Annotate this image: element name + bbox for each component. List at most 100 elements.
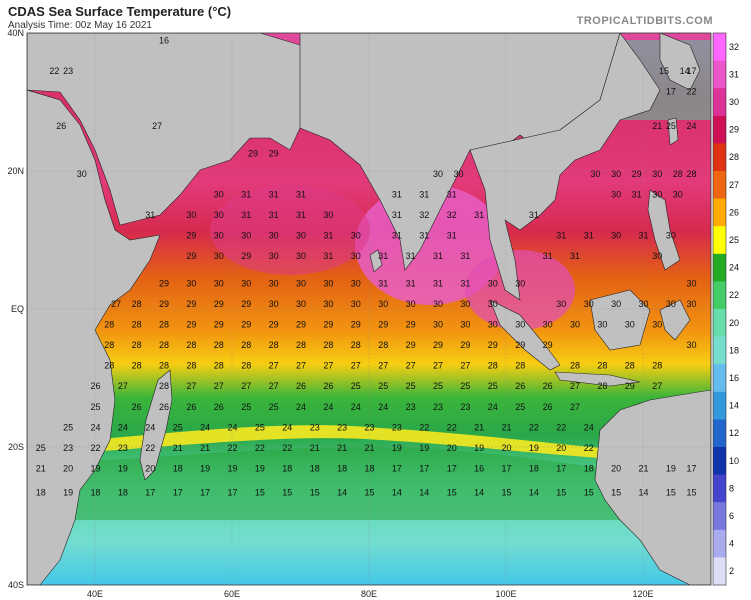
sst-value-label: 29 (186, 320, 196, 330)
sst-value-label: 30 (652, 169, 662, 179)
sst-value-label: 31 (269, 210, 279, 220)
sst-value-label: 30 (296, 299, 306, 309)
sst-value-label: 29 (515, 340, 525, 350)
sst-value-label: 19 (255, 463, 265, 473)
sst-value-label: 30 (351, 278, 361, 288)
sst-value-label: 30 (454, 169, 464, 179)
sst-value-label: 15 (310, 487, 320, 497)
sst-value-label: 18 (529, 463, 539, 473)
sst-value-label: 17 (173, 487, 183, 497)
sst-value-label: 30 (597, 320, 607, 330)
sst-value-label: 19 (666, 463, 676, 473)
sst-value-label: 30 (323, 210, 333, 220)
sst-value-label: 14 (474, 487, 484, 497)
sst-value-label: 30 (269, 299, 279, 309)
sst-value-label: 24 (282, 422, 292, 432)
sst-value-label: 14 (419, 487, 429, 497)
sst-value-label: 24 (200, 422, 210, 432)
sst-value-label: 23 (63, 66, 73, 76)
sst-value-label: 31 (638, 231, 648, 241)
sst-value-label: 22 (90, 443, 100, 453)
sst-value-label: 30 (556, 299, 566, 309)
sst-value-label: 30 (378, 299, 388, 309)
sst-value-label: 28 (597, 381, 607, 391)
lon-tick-labels: 40E 60E 80E 100E 120E (87, 589, 654, 599)
sst-value-label: 30 (351, 299, 361, 309)
sst-value-label: 30 (433, 169, 443, 179)
sst-value-label: 30 (269, 251, 279, 261)
sst-value-label: 30 (515, 320, 525, 330)
sst-value-label: 17 (666, 87, 676, 97)
sst-value-label: 28 (673, 169, 683, 179)
sst-value-label: 20 (501, 443, 511, 453)
sst-value-label: 30 (214, 189, 224, 199)
sst-value-label: 30 (611, 231, 621, 241)
sst-value-label: 30 (460, 299, 470, 309)
colorbar-swatch (713, 253, 726, 282)
sst-value-label: 27 (111, 299, 121, 309)
sst-value-label: 20 (447, 443, 457, 453)
sst-value-label: 30 (515, 278, 525, 288)
sst-value-label: 15 (255, 487, 265, 497)
sst-value-label: 28 (625, 361, 635, 371)
sst-value-label: 29 (159, 299, 169, 309)
sst-value-label: 26 (90, 381, 100, 391)
sst-value-label: 30 (686, 278, 696, 288)
sst-value-label: 17 (501, 463, 511, 473)
warm-pool-arabian-sea (210, 185, 370, 275)
colorbar-swatch (713, 502, 726, 531)
sst-value-label: 28 (159, 381, 169, 391)
sst-value-label: 27 (152, 121, 162, 131)
sst-value-label: 29 (488, 340, 498, 350)
sst-value-label: 30 (638, 299, 648, 309)
sst-value-label: 32 (419, 210, 429, 220)
sst-value-label: 31 (392, 210, 402, 220)
sst-value-label: 21 (200, 443, 210, 453)
sst-value-label: 29 (460, 340, 470, 350)
sst-value-label: 15 (584, 487, 594, 497)
sst-value-label: 30 (214, 251, 224, 261)
sst-value-label: 15 (556, 487, 566, 497)
sst-value-label: 18 (282, 463, 292, 473)
sst-value-label: 27 (214, 381, 224, 391)
sst-value-label: 31 (296, 210, 306, 220)
sst-value-label: 30 (543, 320, 553, 330)
landmass-indochina (469, 33, 661, 301)
sst-value-label: 27 (378, 361, 388, 371)
sst-value-label: 22 (419, 422, 429, 432)
sst-value-label: 29 (406, 340, 416, 350)
sst-value-label: 30 (296, 251, 306, 261)
sst-value-label: 30 (296, 278, 306, 288)
sst-value-label: 21 (36, 463, 46, 473)
sst-value-label: 22 (145, 443, 155, 453)
sst-value-label: 27 (241, 381, 251, 391)
sst-value-label: 30 (488, 299, 498, 309)
sst-value-label: 19 (200, 463, 210, 473)
sst-value-label: 28 (296, 340, 306, 350)
sst-value-label: 31 (406, 251, 416, 261)
sst-value-label: 21 (638, 463, 648, 473)
sst-value-label: 15 (501, 487, 511, 497)
sst-value-label: 19 (63, 487, 73, 497)
sst-value-label: 15 (611, 487, 621, 497)
colorbar-swatch (713, 419, 726, 448)
sst-value-label: 24 (145, 422, 155, 432)
sst-value-label: 22 (255, 443, 265, 453)
warm-pool-sumatra (465, 250, 575, 330)
sst-value-label: 29 (159, 278, 169, 288)
sst-value-label: 29 (214, 320, 224, 330)
sst-value-label: 28 (132, 361, 142, 371)
sst-value-label: 27 (323, 361, 333, 371)
sst-value-label: 25 (173, 422, 183, 432)
sst-value-label: 30 (296, 231, 306, 241)
colorbar-label: 31 (729, 69, 739, 79)
sst-value-label: 24 (584, 422, 594, 432)
sst-value-label: 31 (406, 278, 416, 288)
colorbar-swatch (713, 529, 726, 558)
sst-value-label: 26 (515, 381, 525, 391)
lon-tick-120e: 120E (632, 589, 653, 599)
sst-value-label: 31 (556, 231, 566, 241)
sst-value-label: 29 (625, 381, 635, 391)
sst-value-label: 26 (296, 381, 306, 391)
sst-value-label: 25 (433, 381, 443, 391)
